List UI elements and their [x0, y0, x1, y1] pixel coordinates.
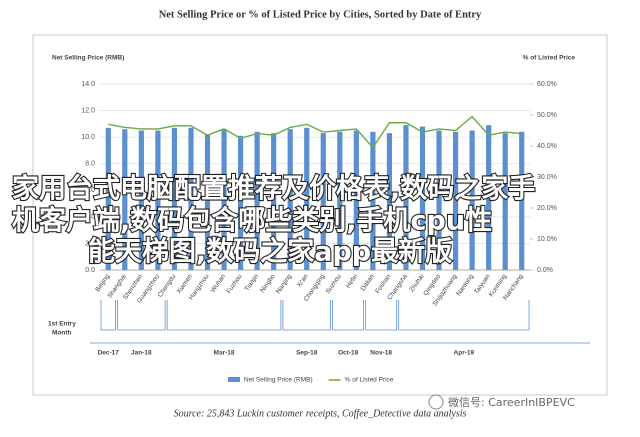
y-tick-label: 2.0 [85, 240, 95, 247]
bar [138, 130, 144, 270]
y-tick-label: 12.0 [81, 107, 95, 114]
y-tick-label: 10.0 [81, 134, 95, 141]
bar [122, 129, 128, 270]
bar [386, 133, 393, 270]
bar [105, 127, 111, 270]
bar [353, 130, 359, 270]
bar [271, 133, 277, 270]
source-note: Source: 25,843 Luckin customer receipts,… [174, 408, 467, 419]
bar [403, 125, 409, 270]
timeline-label: Mar-18 [214, 350, 235, 357]
bar [237, 135, 244, 270]
y2-tick-label: 20.0% [537, 205, 557, 212]
timeline-title: 1st Entry [48, 321, 76, 328]
chart-title: Net Selling Price or % of Listed Price b… [159, 9, 482, 20]
legend-label: Net Selling Price (RMB) [244, 377, 313, 384]
y-tick-label: 14.0 [81, 81, 95, 88]
bar [320, 133, 326, 270]
timeline-label: Oct-18 [338, 350, 359, 357]
bar [254, 131, 260, 270]
y-axis-title: Net Selling Price (RMB) [52, 55, 124, 62]
timeline-title: Month [52, 330, 72, 337]
y2-axis-title: % of Listed Price [523, 55, 576, 62]
bar [287, 129, 293, 270]
overlay-text: 机客户端,数码包含哪些类别,手机cpu性 [12, 205, 492, 237]
y2-tick-label: 50.0% [537, 112, 557, 119]
bar [452, 131, 459, 270]
bar [204, 134, 211, 270]
timeline-label: Dec-17 [98, 350, 120, 357]
y-tick-label: 4.0 [85, 214, 95, 221]
bar [337, 131, 343, 270]
y-tick-label: 8.0 [85, 161, 95, 168]
y2-tick-label: 10.0% [537, 236, 557, 243]
legend-swatch [228, 377, 240, 382]
timeline-label: Apr-19 [454, 350, 475, 357]
chart-panel [32, 34, 608, 396]
y-tick-label: 6.0 [85, 187, 95, 194]
y2-tick-label: 60.0% [537, 81, 557, 88]
overlay: 家用台式电脑配置推荐及价格表,数码之家手 机客户端,数码包含哪些类别,手机cpu… [11, 171, 536, 268]
overlay-text: 家用台式电脑配置推荐及价格表,数码之家手 [12, 173, 535, 205]
bar [519, 131, 525, 270]
bar [419, 126, 426, 270]
bar [221, 129, 227, 270]
timeline-label: Jan-18 [131, 350, 152, 357]
line [108, 115, 522, 149]
watermark-icon [428, 394, 444, 410]
bar [370, 131, 376, 270]
overlay-text: 能天梯图,数码之家app最新版 [88, 236, 452, 268]
y2-tick-label: 30.0% [537, 174, 557, 181]
watermark: 微信号: CareerInIBPEVC [428, 394, 575, 410]
timeline-label: Nov-18 [370, 350, 392, 357]
bar [469, 130, 475, 270]
bar [502, 133, 508, 270]
bar [171, 127, 178, 270]
y-tick-label: 0.0 [85, 267, 95, 274]
timeline-label: Sep-18 [296, 350, 318, 357]
bar [486, 125, 492, 270]
bar [304, 127, 310, 270]
y2-tick-label: 40.0% [537, 143, 557, 150]
legend-label: % of Listed Price [345, 377, 394, 384]
y2-tick-label: 0.0% [537, 267, 553, 274]
bar [436, 130, 442, 270]
bar [188, 127, 194, 270]
bar [155, 130, 161, 270]
watermark-text: 微信号: CareerInIBPEVC [448, 395, 575, 409]
